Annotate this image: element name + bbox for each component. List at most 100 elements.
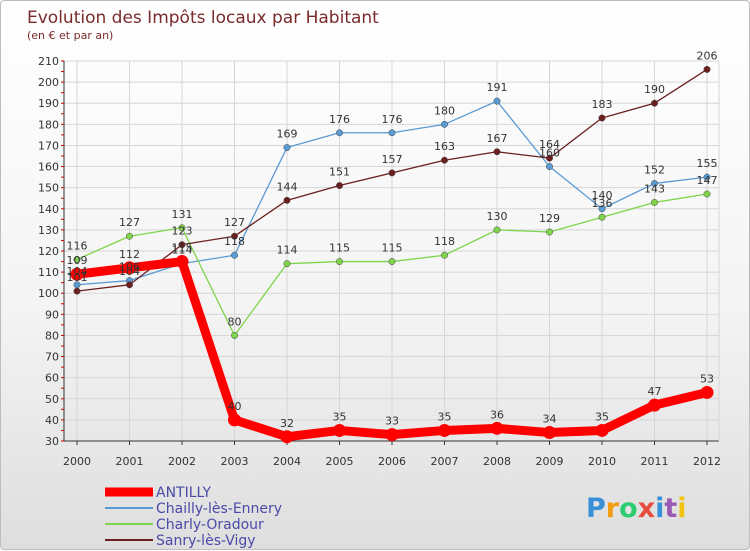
data-point-charly-oradour (651, 198, 658, 206)
y-tick-label: 150 (38, 182, 59, 195)
data-label-sanry-l-s-vigy: 123 (172, 225, 193, 238)
data-point-charly-oradour (441, 251, 448, 259)
data-label-sanry-l-s-vigy: 144 (277, 180, 298, 193)
data-label-antilly: 36 (490, 408, 504, 421)
data-label-sanry-l-s-vigy: 167 (487, 132, 508, 145)
data-label-sanry-l-s-vigy: 183 (592, 98, 613, 111)
data-point-sanry-l-s-vigy (546, 154, 553, 162)
data-label-chailly-l-s-ennery: 140 (592, 189, 613, 202)
data-point-chailly-l-s-ennery (493, 97, 501, 105)
data-label-chailly-l-s-ennery: 169 (277, 128, 298, 141)
x-tick-label: 2006 (378, 455, 406, 468)
data-label-antilly: 35 (438, 410, 452, 423)
y-tick-label: 50 (45, 393, 59, 406)
data-point-charly-oradour (388, 258, 396, 266)
legend-label-antilly: ANTILLY (156, 485, 211, 501)
data-label-antilly: 35 (595, 410, 609, 423)
data-label-antilly: 47 (648, 385, 662, 398)
y-tick-label: 140 (38, 203, 59, 216)
data-label-charly-oradour: 131 (172, 208, 193, 221)
y-tick-label: 210 (38, 55, 59, 68)
data-label-antilly: 53 (700, 372, 714, 385)
legend: ANTILLYChailly-lès-EnneryCharly-OradourS… (105, 485, 282, 549)
data-point-sanry-l-s-vigy (651, 99, 658, 107)
data-point-antilly (280, 430, 294, 444)
data-label-charly-oradour: 115 (329, 242, 350, 255)
y-tick-label: 100 (38, 287, 59, 300)
logo-letter: x (638, 493, 655, 524)
data-label-charly-oradour: 116 (67, 239, 88, 252)
logo-letter: r (606, 493, 620, 524)
data-point-charly-oradour (546, 228, 553, 236)
data-point-sanry-l-s-vigy (283, 196, 291, 204)
data-label-antilly: 109 (67, 254, 88, 267)
data-point-sanry-l-s-vigy (126, 281, 133, 289)
data-point-antilly (123, 261, 136, 275)
data-point-sanry-l-s-vigy (703, 65, 711, 73)
data-label-charly-oradour: 118 (434, 235, 455, 248)
x-tick-label: 2005 (326, 455, 354, 468)
x-tick-label: 2011 (641, 455, 669, 468)
data-label-antilly: 32 (280, 417, 294, 430)
data-label-charly-oradour: 127 (119, 216, 140, 229)
data-point-charly-oradour (178, 224, 186, 232)
data-point-sanry-l-s-vigy (73, 287, 81, 295)
data-label-charly-oradour: 130 (487, 210, 508, 223)
grid (64, 60, 719, 442)
data-label-charly-oradour: 143 (644, 182, 665, 195)
data-label-chailly-l-s-ennery: 104 (67, 265, 88, 278)
y-tick-label: 130 (38, 224, 59, 237)
x-tick-label: 2010 (588, 455, 616, 468)
data-label-chailly-l-s-ennery: 191 (487, 81, 508, 94)
data-point-chailly-l-s-ennery (703, 173, 711, 181)
data-point-chailly-l-s-ennery (231, 251, 238, 259)
data-label-chailly-l-s-ennery: 118 (224, 235, 245, 248)
data-point-chailly-l-s-ennery (441, 120, 448, 128)
data-label-chailly-l-s-ennery: 106 (119, 261, 140, 274)
y-tick-label: 180 (38, 118, 59, 131)
data-point-chailly-l-s-ennery (283, 144, 291, 152)
x-tick-label: 2008 (483, 455, 511, 468)
axes: 30 40 50 60 70 80 90 100 110 120 130 140 150 160 170 18… (38, 55, 721, 468)
data-point-charly-oradour (336, 258, 343, 266)
data-label-sanry-l-s-vigy: 190 (644, 83, 665, 96)
data-label-chailly-l-s-ennery: 180 (434, 104, 455, 117)
data-label-chailly-l-s-ennery: 176 (329, 113, 350, 126)
x-tick-label: 2007 (431, 455, 459, 468)
data-label-antilly: 34 (543, 413, 557, 426)
data-point-charly-oradour (73, 255, 81, 263)
data-label-chailly-l-s-ennery: 152 (644, 163, 665, 176)
data-label-sanry-l-s-vigy: 164 (539, 138, 560, 151)
chart-subtitle: (en € et par an) (27, 29, 113, 42)
data-label-chailly-l-s-ennery: 176 (382, 113, 403, 126)
y-tick-label: 60 (45, 372, 59, 385)
y-tick-label: 120 (38, 245, 59, 258)
data-point-antilly (228, 413, 241, 427)
x-tick-label: 2003 (221, 455, 249, 468)
logo-letter: o (619, 493, 638, 524)
data-point-sanry-l-s-vigy (178, 241, 186, 249)
data-point-sanry-l-s-vigy (231, 232, 238, 240)
data-label-sanry-l-s-vigy: 206 (697, 49, 718, 62)
data-point-sanry-l-s-vigy (598, 114, 606, 122)
data-point-chailly-l-s-ennery (336, 129, 343, 137)
data-point-antilly (700, 385, 714, 399)
proxiti-logo: Proxiti (586, 493, 687, 524)
x-tick-label: 2002 (168, 455, 196, 468)
data-label-chailly-l-s-ennery: 160 (539, 147, 560, 160)
data-label-sanry-l-s-vigy: 101 (67, 271, 88, 284)
data-point-charly-oradour (231, 331, 238, 339)
data-label-charly-oradour: 129 (539, 212, 560, 225)
data-point-antilly (490, 421, 504, 435)
y-tick-label: 110 (38, 266, 59, 279)
x-tick-label: 2004 (273, 455, 301, 468)
data-label-chailly-l-s-ennery: 114 (172, 244, 193, 257)
data-label-antilly: 115 (172, 242, 193, 255)
data-point-chailly-l-s-ennery (388, 129, 396, 137)
x-tick-label: 2009 (536, 455, 564, 468)
data-label-charly-oradour: 115 (382, 242, 403, 255)
data-point-charly-oradour (598, 213, 606, 221)
data-label-antilly: 33 (385, 415, 399, 428)
y-tick-label: 170 (38, 139, 59, 152)
